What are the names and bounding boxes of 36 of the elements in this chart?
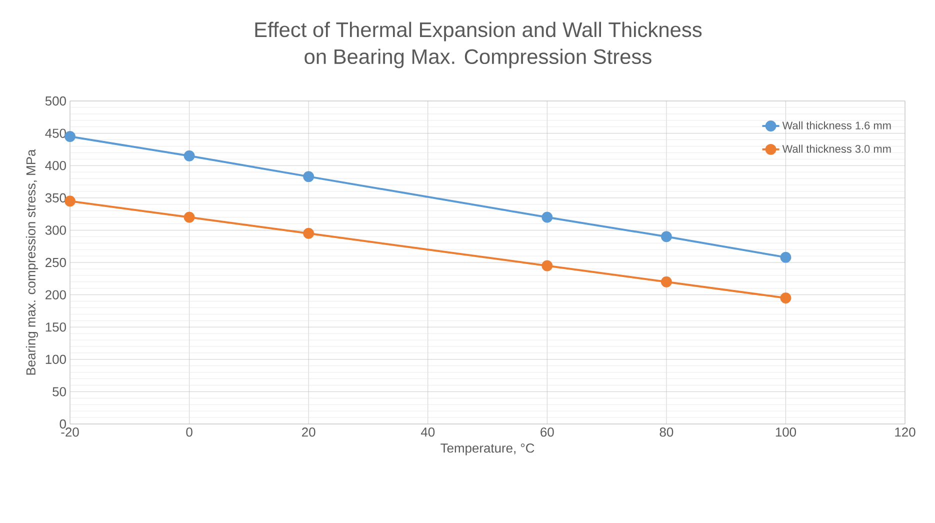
x-tick-label: 100 bbox=[776, 428, 796, 437]
point bbox=[303, 228, 314, 239]
x-tick-label: 20 bbox=[302, 428, 316, 437]
y-tick-label: 150 bbox=[46, 322, 66, 332]
y-axis-title: Bearing max. compression stress, MPa bbox=[26, 149, 38, 375]
legend-label: Wall thickness 3.0 mm bbox=[782, 144, 891, 153]
y-tick-label: 0 bbox=[60, 419, 66, 429]
y-tick-label: 300 bbox=[45, 226, 66, 235]
y-tick-label: 450 bbox=[45, 128, 66, 138]
x-tick-label: 40 bbox=[420, 428, 435, 437]
point bbox=[780, 292, 792, 304]
legend-label: Wall thickness 1.6 mm bbox=[782, 121, 891, 130]
x-tick-label: 120 bbox=[895, 428, 916, 437]
point bbox=[64, 131, 76, 142]
y-tick-label: 50 bbox=[52, 387, 66, 396]
y-tick-label: 250 bbox=[46, 258, 66, 268]
point bbox=[780, 252, 792, 263]
point bbox=[184, 212, 195, 223]
x-tick-label: 0 bbox=[186, 428, 192, 437]
y-tick-label: 200 bbox=[46, 290, 66, 300]
x-tick-label: 80 bbox=[660, 428, 674, 437]
point bbox=[660, 231, 672, 242]
y-tick-label: 500 bbox=[45, 96, 66, 106]
chart-title: Effect of Thermal Expansion and Wall Thickness on Bearing Max. Compression Stress bbox=[255, 22, 702, 68]
y-tick-label: 400 bbox=[45, 160, 66, 170]
point bbox=[303, 171, 314, 182]
point bbox=[184, 150, 195, 162]
point bbox=[542, 212, 553, 223]
y-tick-label: 350 bbox=[45, 193, 66, 202]
point bbox=[542, 260, 553, 272]
x-tick-label: 60 bbox=[540, 428, 554, 437]
y-tick-label: 100 bbox=[46, 354, 66, 364]
point bbox=[660, 276, 672, 288]
x-axis-title: Temperature, °C bbox=[440, 444, 534, 456]
point bbox=[64, 196, 76, 207]
x-tick-label: -20 bbox=[61, 428, 79, 437]
